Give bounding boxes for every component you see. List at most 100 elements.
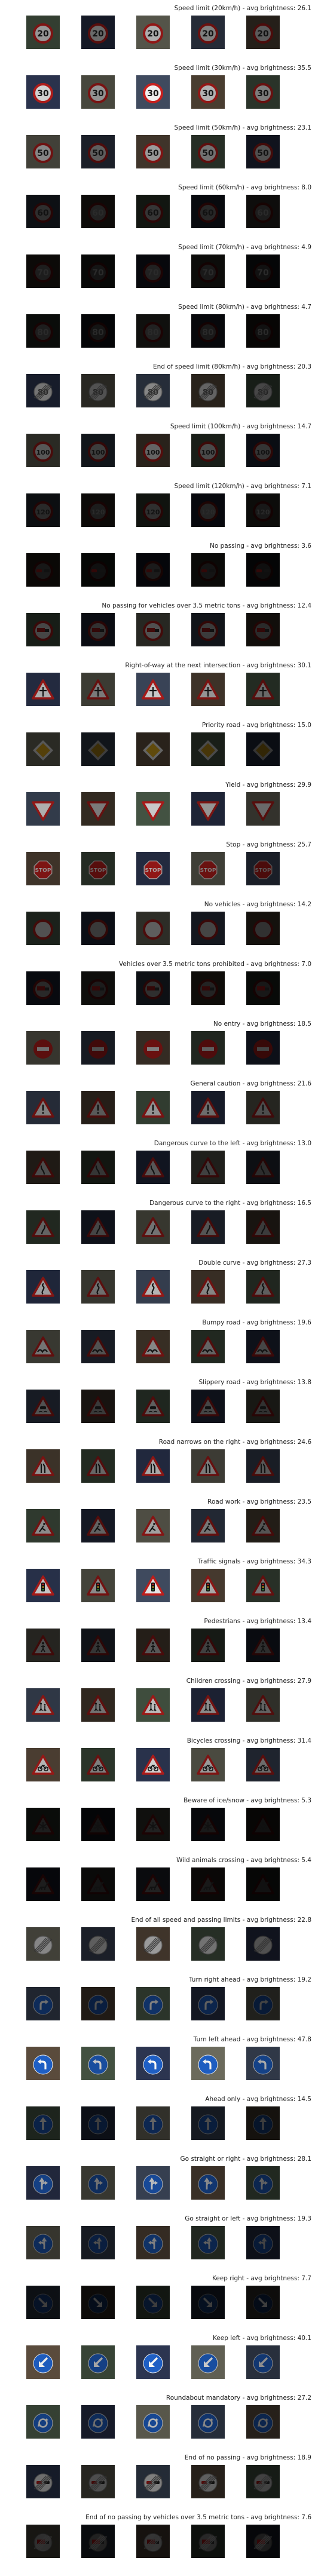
sample-thumbnail [81, 792, 115, 826]
sign-image: 70 [81, 254, 115, 288]
sample-thumbnail [81, 1629, 115, 1662]
class-title: Beware of ice/snow - avg brightness: 5.3 [184, 1797, 311, 1805]
sign-image: 20 [81, 16, 115, 49]
sample-thumbnail [246, 1509, 280, 1542]
sign-image: 100 [26, 434, 60, 467]
sample-thumbnail [81, 2166, 115, 2200]
sign-image [26, 1867, 60, 1901]
sample-thumbnail [191, 1867, 225, 1901]
sample-thumbnail [136, 1210, 170, 1244]
class-title: Stop - avg brightness: 25.7 [226, 841, 311, 849]
sample-thumbnail [191, 971, 225, 1005]
sign-image: 70 [246, 254, 280, 288]
sign-image [81, 1210, 115, 1244]
sample-thumbnail [26, 792, 60, 826]
sign-image [191, 1987, 225, 2020]
sign-image [246, 1031, 280, 1065]
class-row: Speed limit (50km/h) - avg brightness: 2… [0, 123, 315, 183]
sample-thumbnail [26, 912, 60, 945]
sign-image: 80 [26, 374, 60, 407]
sign-image [136, 912, 170, 945]
sign-image [246, 2525, 280, 2558]
sample-thumbnail [26, 2047, 60, 2080]
sign-image: 80 [136, 374, 170, 407]
sample-thumbnail: STOP [81, 852, 115, 885]
sign-image [26, 1509, 60, 1542]
sample-thumbnail [136, 1151, 170, 1184]
sample-thumbnail [191, 2047, 225, 2080]
sample-thumbnail [81, 1688, 115, 1722]
sign-image [246, 1987, 280, 2020]
sample-thumbnail [26, 2166, 60, 2200]
sample-thumbnail [246, 792, 280, 826]
class-row: No passing for vehicles over 3.5 metric … [0, 601, 315, 661]
sample-thumbnail [246, 1091, 280, 1124]
class-title: Yield - avg brightness: 29.9 [225, 781, 311, 789]
sign-image: 20 [136, 16, 170, 49]
svg-text:50: 50 [257, 149, 269, 158]
sign-image [136, 1629, 170, 1662]
class-row: End of speed limit (80km/h) - avg bright… [0, 362, 315, 422]
sign-image [81, 1808, 115, 1841]
sign-image [136, 792, 170, 826]
sign-image [246, 2047, 280, 2080]
sign-image: 60 [191, 195, 225, 228]
svg-text:50: 50 [202, 149, 214, 158]
class-title: Priority road - avg brightness: 15.0 [202, 722, 311, 729]
sample-thumbnail: STOP [26, 852, 60, 885]
sign-image [81, 1748, 115, 1781]
sign-image [246, 1330, 280, 1363]
svg-text:STOP: STOP [145, 868, 161, 874]
sample-thumbnail [81, 1927, 115, 1961]
sample-thumbnail: 70 [81, 254, 115, 288]
sample-thumbnail: 80 [26, 374, 60, 407]
sign-image: 80 [81, 314, 115, 348]
sample-thumbnail [136, 1867, 170, 1901]
sample-thumbnail [191, 2405, 225, 2439]
sample-thumbnail [136, 2405, 170, 2439]
sample-thumbnail [246, 2047, 280, 2080]
sample-thumbnail: 70 [246, 254, 280, 288]
sample-thumbnail [26, 2525, 60, 2558]
svg-text:100: 100 [146, 449, 160, 456]
sample-thumbnail [191, 1330, 225, 1363]
svg-text:20: 20 [37, 29, 49, 39]
sample-thumbnail [246, 613, 280, 646]
sign-image [191, 2465, 225, 2498]
sign-image: 70 [191, 254, 225, 288]
class-title: Speed limit (80km/h) - avg brightness: 4… [178, 303, 311, 311]
sample-thumbnail [26, 673, 60, 706]
sign-image [81, 2405, 115, 2439]
class-row: Priority road - avg brightness: 15.0 [0, 720, 315, 780]
sign-image: 100 [81, 434, 115, 467]
sign-image: 80 [246, 374, 280, 407]
sign-image [26, 971, 60, 1005]
sign-image [81, 971, 115, 1005]
class-row: Road narrows on the right - avg brightne… [0, 1437, 315, 1497]
sample-thumbnail [136, 1449, 170, 1483]
sign-image [26, 1748, 60, 1781]
class-row: Double curve - avg brightness: 27.3 [0, 1258, 315, 1318]
sign-image: 50 [191, 135, 225, 168]
svg-text:120: 120 [91, 508, 105, 516]
sample-thumbnail [191, 1509, 225, 1542]
sample-thumbnail [136, 553, 170, 587]
sign-image [81, 1390, 115, 1423]
sign-image [191, 1629, 225, 1662]
sample-thumbnail [246, 2465, 280, 2498]
sample-thumbnail [81, 971, 115, 1005]
sample-thumbnail: STOP [136, 852, 170, 885]
sign-image: 60 [136, 195, 170, 228]
sample-thumbnail: 30 [191, 75, 225, 109]
svg-text:70: 70 [92, 268, 104, 278]
sample-thumbnail [246, 1031, 280, 1065]
sample-thumbnail [26, 1449, 60, 1483]
sign-image [81, 1987, 115, 2020]
sample-thumbnail: 120 [191, 493, 225, 527]
class-row: Go straight or right - avg brightness: 2… [0, 2154, 315, 2214]
sign-image [26, 1449, 60, 1483]
class-title: Right-of-way at the next intersection - … [125, 662, 311, 670]
sign-image: 80 [81, 374, 115, 407]
svg-text:100: 100 [91, 449, 105, 456]
